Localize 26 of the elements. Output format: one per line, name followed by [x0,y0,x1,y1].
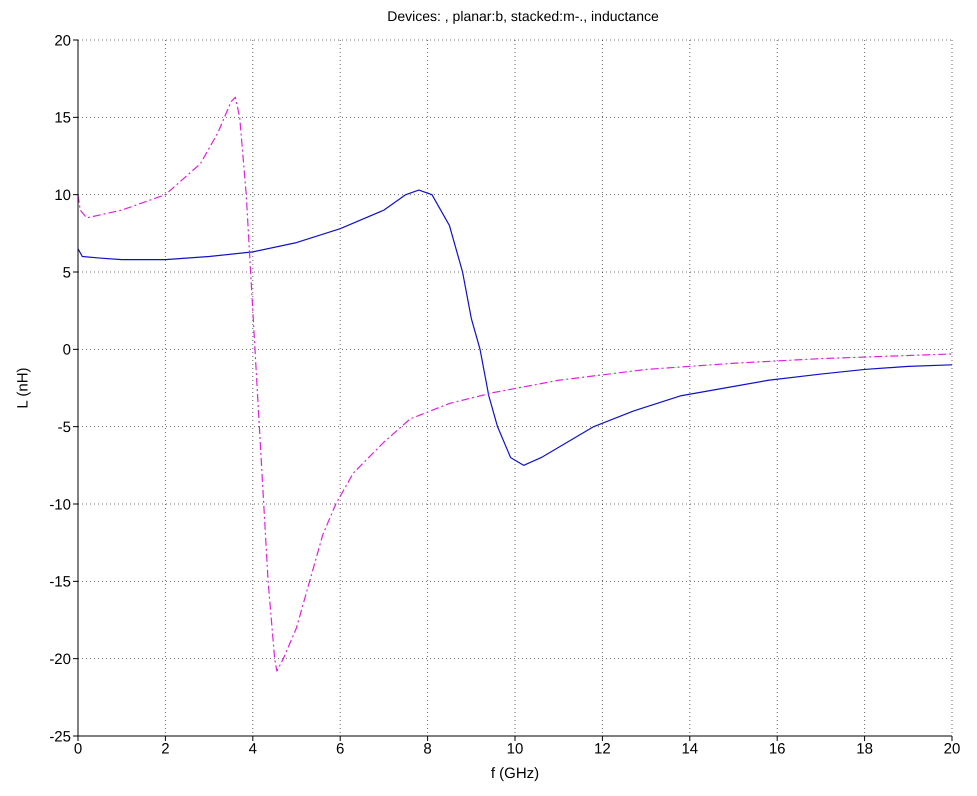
y-tick-label: -25 [49,728,71,746]
y-tick-label: 5 [62,264,71,282]
y-tick-label: -10 [49,496,71,514]
x-tick-label: 0 [74,740,82,758]
y-tick-label: -20 [49,650,71,668]
x-tick-label: 4 [248,740,257,758]
x-tick-label: 10 [506,740,524,758]
x-tick-label: 18 [856,740,873,758]
y-tick-label: -15 [49,574,71,591]
y-tick-label: 15 [54,110,71,127]
y-tick-label: 10 [54,186,71,204]
x-axis-title: f (GHz) [490,765,540,782]
x-tick-label: 20 [944,740,960,758]
y-tick-label: 20 [54,32,71,50]
line-series [78,189,952,466]
x-tick-label: 16 [768,740,786,758]
y-tick-label: 0 [62,342,71,359]
x-tick-label: 8 [423,740,432,758]
x-tick-label: 6 [336,740,344,758]
y-tick-label: -5 [58,418,71,436]
x-tick-label: 14 [681,740,698,758]
x-tick-label: 2 [161,740,170,758]
chart-title: Devices: , planar:b, stacked:m-., inductance [386,8,660,26]
line-series [78,96,952,672]
x-tick-label: 12 [594,740,611,758]
y-axis-title: L (nH) [14,367,32,409]
